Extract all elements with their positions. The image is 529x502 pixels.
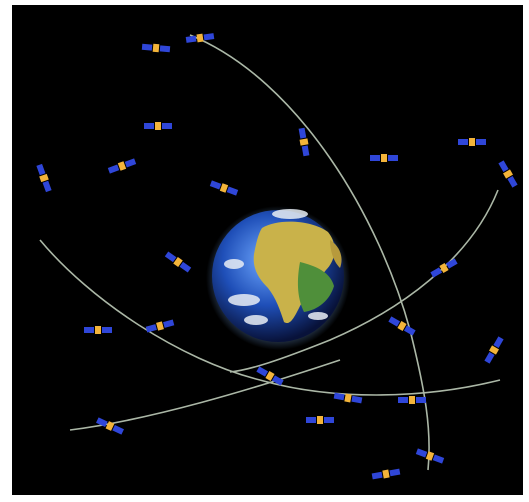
landmass-green [297,262,334,312]
landmass-africa [253,221,335,324]
earth [206,206,350,350]
orbit-line-3 [39,239,501,396]
landmass-arabia [330,240,342,268]
orbit-line-2 [229,189,499,373]
orbit-line-1 [189,34,430,471]
